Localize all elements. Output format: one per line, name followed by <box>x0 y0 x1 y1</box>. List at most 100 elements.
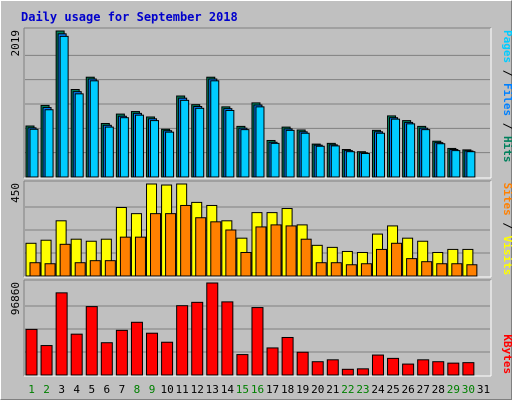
bar-pages-day-7 <box>119 117 129 178</box>
x-tick-label-day-5: 5 <box>88 383 95 396</box>
bar-kbytes-day-17 <box>266 347 279 376</box>
bar-kbytes-day-24 <box>371 354 384 376</box>
bar-kbytes-day-7 <box>115 329 128 376</box>
bar-kbytes-day-9 <box>146 332 159 376</box>
bar-pages-day-14 <box>225 109 235 178</box>
bar-kbytes-day-29 <box>447 362 460 376</box>
x-tick-label-day-29: 29 <box>447 383 460 396</box>
x-tick-label-day-20: 20 <box>311 383 324 396</box>
x-tick-label-day-6: 6 <box>104 383 111 396</box>
bar-kbytes-day-3 <box>55 292 68 376</box>
bar-sites-day-28 <box>436 263 448 277</box>
x-tick-label-day-27: 27 <box>417 383 430 396</box>
panel-middle-max-label: 450 <box>9 183 22 203</box>
bar-pages-day-4 <box>74 93 84 178</box>
bar-kbytes-day-16 <box>251 307 264 376</box>
x-tick-label-day-22: 22 <box>341 383 354 396</box>
bar-pages-day-16 <box>255 106 265 178</box>
bar-pages-day-13 <box>210 80 220 178</box>
panel-top-legend-item: / <box>501 116 512 136</box>
bar-sites-day-2 <box>44 263 56 277</box>
bar-sites-day-8 <box>134 236 146 277</box>
bar-pages-day-11 <box>180 99 190 178</box>
bar-pages-day-27 <box>421 129 431 178</box>
bar-sites-day-12 <box>195 217 207 277</box>
chart-title: Daily usage for September 2018 <box>21 10 238 24</box>
panel-bottom: 96860 KBytes <box>9 279 512 377</box>
bar-kbytes-day-22 <box>341 368 354 376</box>
bar-sites-day-1 <box>29 262 41 277</box>
x-tick-label-day-26: 26 <box>402 383 415 396</box>
panel-top-legend-item: / <box>501 63 512 83</box>
x-tick-label-day-9: 9 <box>149 383 156 396</box>
x-tick-label-day-16: 16 <box>251 383 264 396</box>
x-tick-label-day-19: 19 <box>296 383 309 396</box>
bar-pages-day-17 <box>270 142 280 178</box>
bar-pages-day-22 <box>345 151 355 178</box>
x-axis-labels: 1 2 3 4 5 6 7 8 9 10 11 12 13 14 15 16 17 18 19 20 21 22 23 24 2… <box>28 383 490 396</box>
bar-pages-day-25 <box>391 118 401 178</box>
panel-bottom-legend: KBytes <box>501 334 512 374</box>
x-tick-label-day-4: 4 <box>73 383 80 396</box>
bar-pages-day-24 <box>375 132 385 178</box>
panel-bottom-max-label: 96860 <box>9 282 22 315</box>
bar-sites-day-14 <box>225 229 237 277</box>
x-tick-label-day-21: 21 <box>326 383 339 396</box>
bar-sites-day-29 <box>451 263 463 277</box>
bar-pages-day-15 <box>240 129 250 178</box>
bar-sites-day-30 <box>466 264 478 277</box>
bar-kbytes-day-2 <box>40 345 53 376</box>
bar-sites-day-23 <box>360 263 372 277</box>
bar-pages-day-23 <box>360 152 370 178</box>
bar-kbytes-day-8 <box>130 321 143 376</box>
bar-kbytes-day-4 <box>70 333 83 376</box>
x-tick-label-day-12: 12 <box>191 383 204 396</box>
x-tick-label-day-23: 23 <box>356 383 369 396</box>
bar-sites-day-7 <box>119 236 131 277</box>
x-tick-label-day-2: 2 <box>43 383 50 396</box>
panel-middle-legend-item: Visits <box>501 236 512 276</box>
bar-pages-day-19 <box>300 132 310 178</box>
bar-sites-day-4 <box>74 262 86 277</box>
bar-sites-day-19 <box>300 238 312 277</box>
x-tick-label-day-30: 30 <box>462 383 475 396</box>
bar-sites-day-26 <box>406 258 418 277</box>
series-kbytes <box>25 282 475 376</box>
bar-pages-day-8 <box>134 114 144 178</box>
x-tick-label-day-8: 8 <box>134 383 141 396</box>
bar-sites-day-10 <box>165 213 177 277</box>
bar-sites-day-21 <box>330 262 342 277</box>
panel-top-legend-item: Hits <box>501 136 512 163</box>
bar-pages-day-10 <box>165 131 175 178</box>
panel-middle-legend-item: / <box>501 216 512 236</box>
bar-kbytes-day-19 <box>296 351 309 376</box>
x-tick-label-day-11: 11 <box>176 383 189 396</box>
panel-top-max-label: 2019 <box>9 30 22 57</box>
bar-sites-day-3 <box>59 243 71 277</box>
series-sites <box>29 204 478 277</box>
bar-pages-day-30 <box>466 151 476 178</box>
bar-pages-day-29 <box>451 150 461 178</box>
bar-kbytes-day-11 <box>176 305 189 376</box>
bar-kbytes-day-14 <box>221 301 234 376</box>
bar-kbytes-day-30 <box>462 362 475 376</box>
bar-pages-day-3 <box>59 35 69 178</box>
bar-pages-day-26 <box>406 123 416 178</box>
bar-kbytes-day-21 <box>326 359 339 376</box>
x-tick-label-day-7: 7 <box>119 383 126 396</box>
panel-middle: 450 Sites / Visits <box>9 180 512 278</box>
bar-kbytes-day-18 <box>281 336 294 376</box>
bar-pages-day-6 <box>104 126 114 178</box>
bar-sites-day-16 <box>255 226 267 277</box>
bar-pages-day-28 <box>436 143 446 178</box>
x-tick-label-day-10: 10 <box>160 383 173 396</box>
bar-sites-day-13 <box>210 221 222 277</box>
bar-kbytes-day-5 <box>85 306 98 376</box>
bar-sites-day-27 <box>421 261 433 277</box>
bar-sites-day-9 <box>150 213 162 277</box>
bar-sites-day-6 <box>104 260 116 277</box>
x-tick-label-day-3: 3 <box>58 383 65 396</box>
bar-pages-day-2 <box>44 109 54 178</box>
bar-sites-day-18 <box>285 225 297 277</box>
